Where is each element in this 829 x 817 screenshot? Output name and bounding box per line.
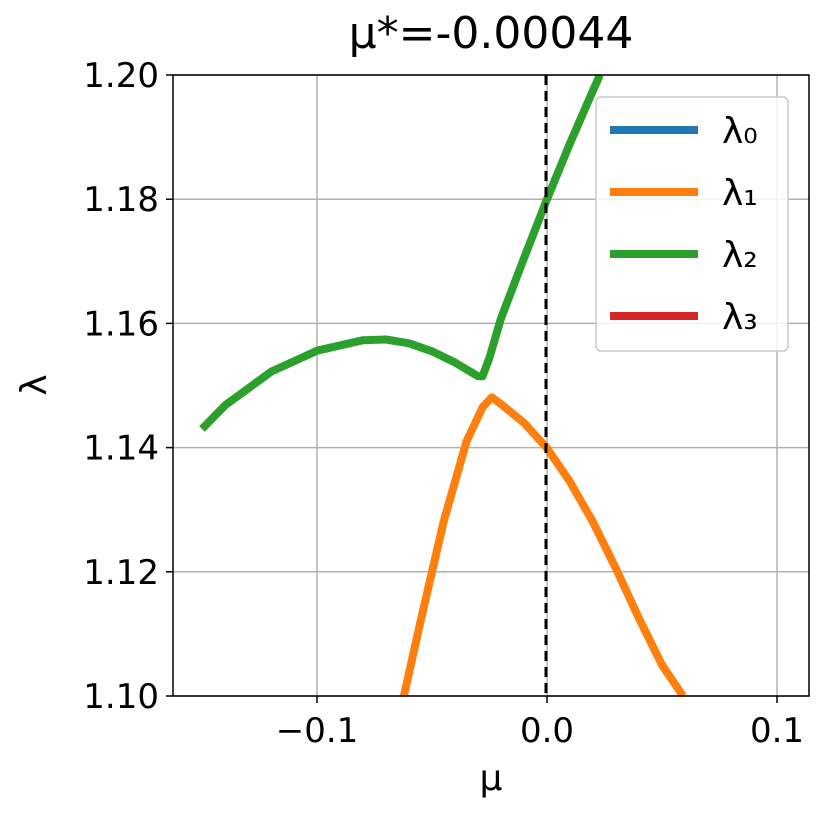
y-tick-label: 1.12	[83, 553, 159, 593]
plot-frame	[172, 74, 810, 697]
y-tick-label: 1.14	[83, 429, 159, 469]
legend-label: λ₂	[722, 235, 758, 276]
legend-box	[595, 96, 789, 352]
x-axis-label: μ	[480, 758, 503, 799]
y-tick-label: 1.16	[83, 304, 159, 344]
x-tick-label: 0.0	[520, 711, 574, 751]
ticks: −0.1 0.0 0.1 1.10 1.12 1.14 1.16 1.18 1.20	[83, 56, 804, 751]
legend-label: λ₀	[722, 111, 758, 152]
legend-label: λ₁	[722, 173, 758, 214]
y-axis-label: λ	[14, 374, 55, 395]
series-line	[199, 75, 604, 432]
plot-lines	[199, 75, 687, 696]
legend-label: λ₃	[722, 297, 758, 338]
legend: λ₀ λ₁ λ₂ λ₃	[595, 96, 789, 352]
y-tick-label: 1.10	[83, 677, 159, 717]
series-line	[399, 393, 687, 696]
x-tick-label: 0.1	[750, 711, 804, 751]
x-tick-label: −0.1	[276, 711, 359, 751]
y-tick-label: 1.20	[83, 56, 159, 96]
chart-title: μ*=-0.00044	[349, 8, 634, 59]
y-tick-label: 1.18	[83, 180, 159, 220]
